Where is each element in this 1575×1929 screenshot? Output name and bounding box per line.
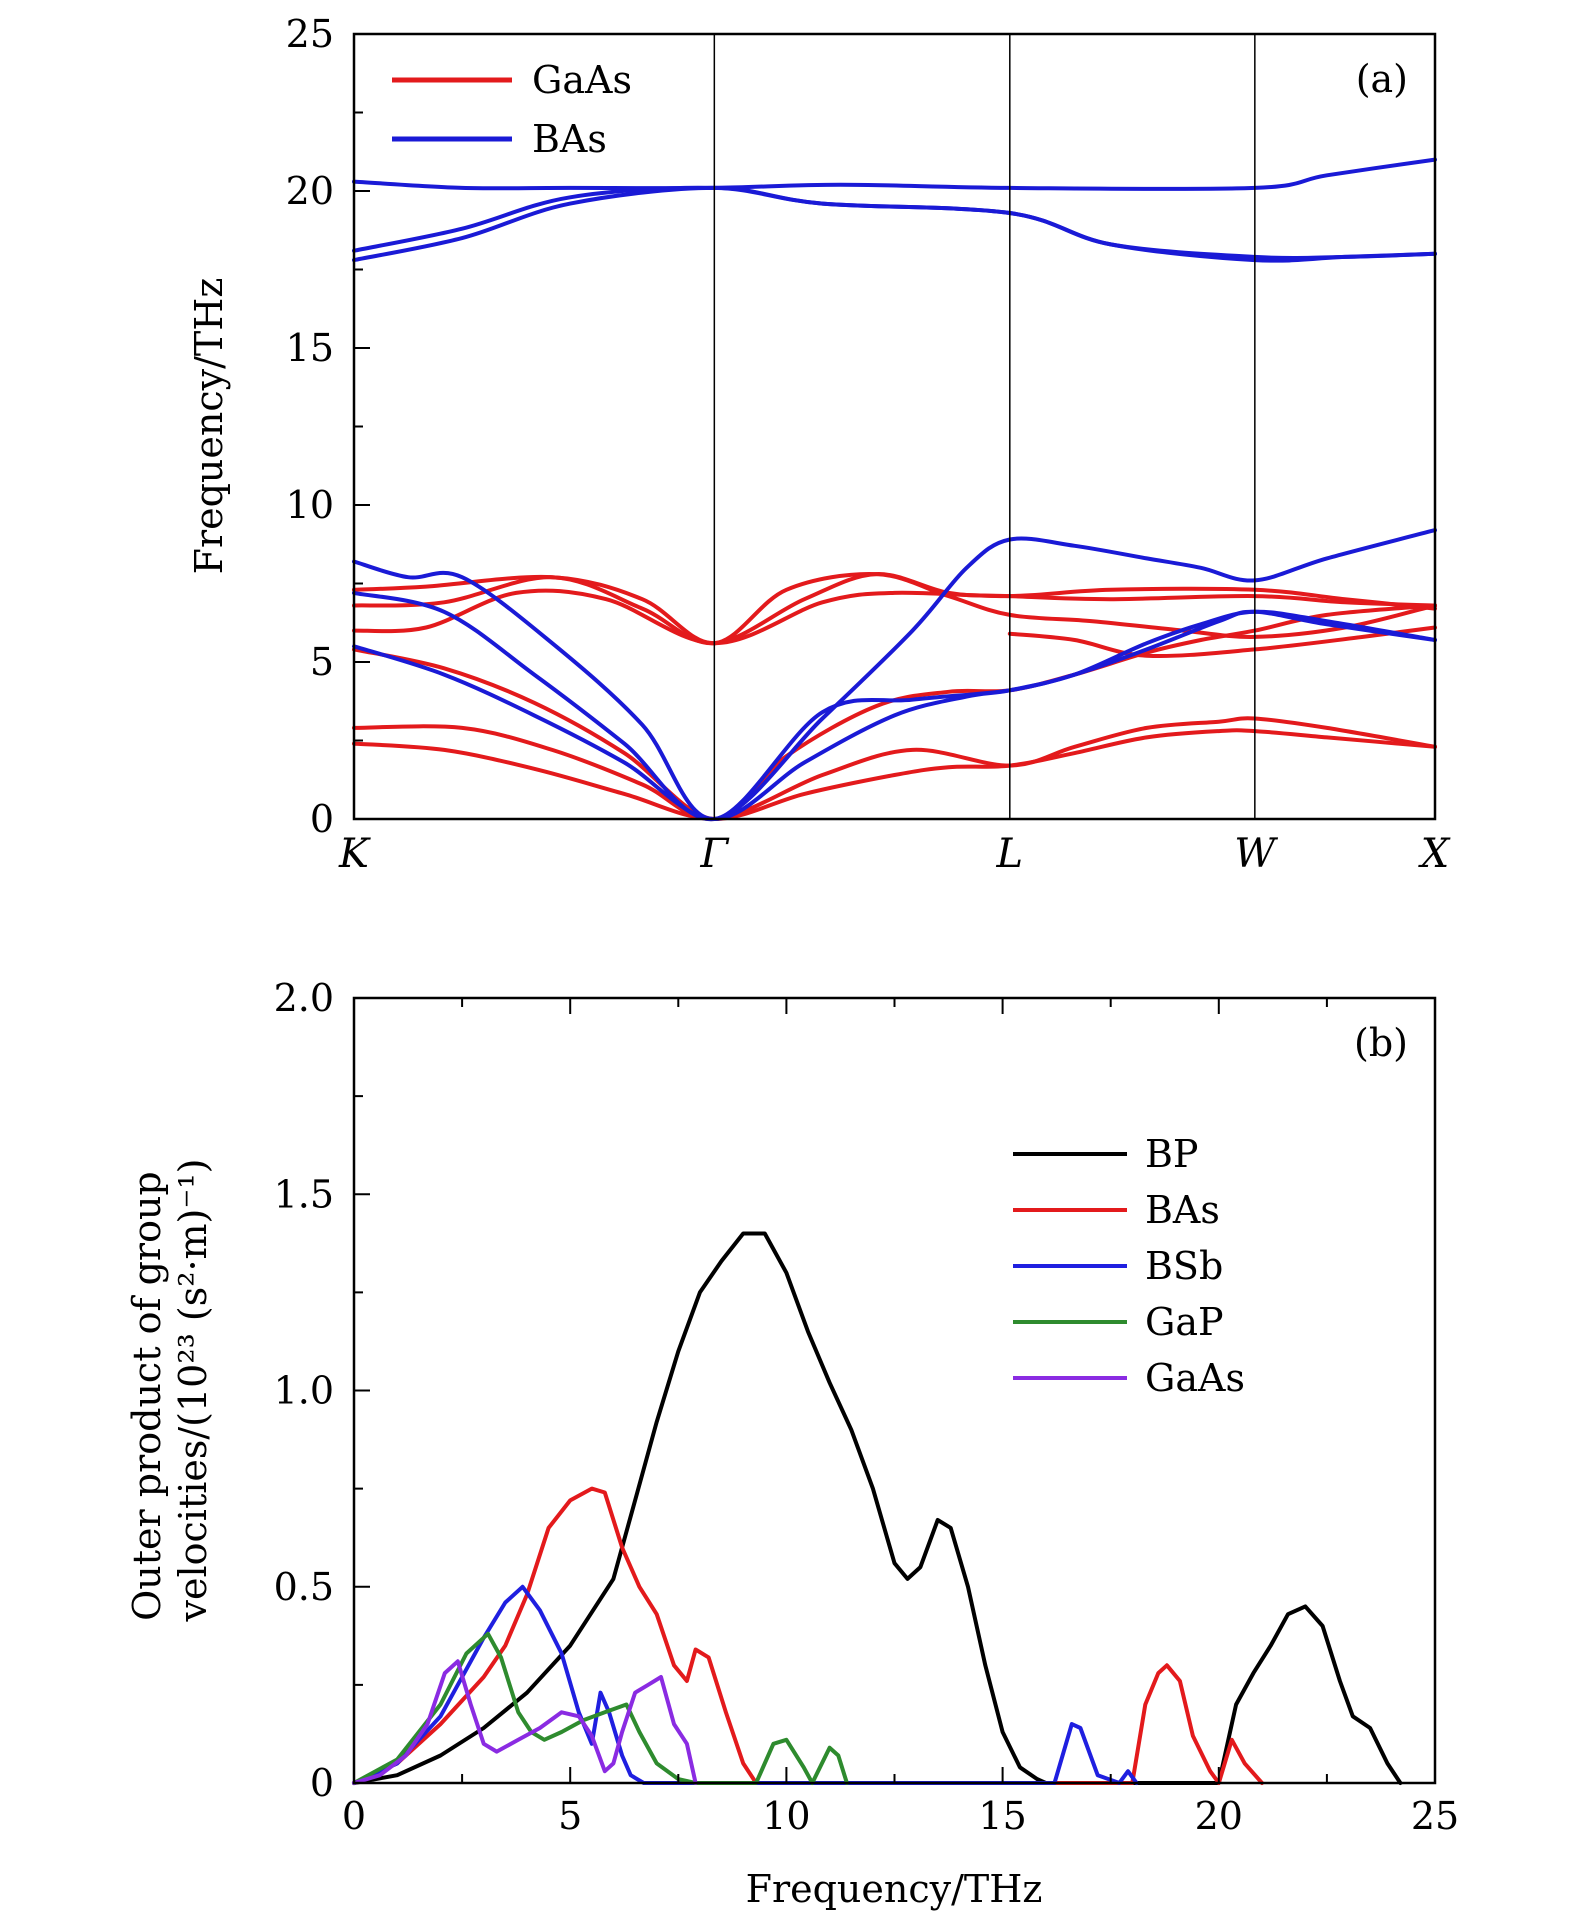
- panel-a-y-axis-title: Frequency/THz: [187, 278, 231, 575]
- band-bas-4: [352, 185, 1437, 260]
- series-bp: [352, 1231, 1403, 1785]
- panel-b-y-axis-title-line: Outer product of group: [125, 1171, 169, 1621]
- high-symmetry-label: Γ: [699, 831, 729, 877]
- band-bas-3: [352, 185, 1437, 263]
- band-gaas-1: [352, 716, 1437, 822]
- panel-b-y-axis-title-line-2: velocities/(10²³ (s²·m)⁻¹): [171, 1159, 215, 1623]
- legend-label-bp: BP: [1145, 1132, 1199, 1176]
- y-tick-label: 5: [310, 640, 334, 684]
- band-gaas-4: [352, 572, 1437, 646]
- y-tick-label: 15: [286, 326, 334, 370]
- high-symmetry-label: W: [1234, 831, 1278, 877]
- x-tick-label: 25: [1411, 1794, 1459, 1838]
- high-symmetry-label: X: [1418, 831, 1451, 877]
- band-bas-2: [352, 559, 1437, 822]
- panel-b-x-ticks: 0 5 10 15 20 25: [342, 998, 1459, 1838]
- band-gaas-2: [352, 603, 1437, 822]
- panel-a-label: (a): [1356, 57, 1408, 101]
- high-symmetry-lines: [713, 34, 1256, 819]
- panel-a: 0 5 10 15 20 25 K Γ L W X Frequency/THz (a) GaAs …: [187, 12, 1451, 877]
- legend-label-bas: BAs: [1145, 1188, 1220, 1232]
- y-tick-label: 1.5: [274, 1172, 334, 1216]
- panel-b-legend: BP BAs BSb GaP GaAs: [1013, 1132, 1245, 1400]
- y-tick-label: 20: [286, 169, 334, 213]
- y-tick-label: 0: [310, 797, 334, 841]
- band-bas-5: [352, 157, 1437, 191]
- y-tick-label: 0.5: [274, 1565, 334, 1609]
- panel-b-label: (b): [1354, 1021, 1408, 1065]
- y-tick-label: 2.0: [274, 976, 334, 1020]
- x-tick-label: 0: [342, 1794, 366, 1838]
- high-symmetry-label: K: [338, 831, 371, 877]
- panel-b: 0 0.5 1.0 1.5 2.0 0 5 10 15 20 25 Frequency/THz O…: [125, 976, 1459, 1911]
- x-tick-label: 15: [978, 1794, 1026, 1838]
- panel-b-x-axis-title: Frequency/THz: [746, 1867, 1043, 1911]
- band-gaas-6: [1007, 625, 1437, 658]
- x-tick-label: 5: [558, 1794, 582, 1838]
- panel-b-y-ticks: 0 0.5 1.0 1.5 2.0: [274, 976, 370, 1805]
- legend-label-gaas: GaAs: [1145, 1356, 1245, 1400]
- y-tick-label: 10: [286, 483, 334, 527]
- legend-label-bas: BAs: [532, 117, 607, 161]
- panel-b-frame: [352, 996, 1437, 1785]
- panel-b-series: [352, 1231, 1403, 1785]
- y-tick-label: 25: [286, 12, 334, 56]
- band-bas-1: [352, 528, 1437, 822]
- x-tick-label: 10: [762, 1794, 810, 1838]
- y-tick-label: 0: [310, 1761, 334, 1805]
- band-gaas-5: [352, 571, 1437, 646]
- panel-b-y-axis-title: Outer product of group velocities/(10²³ …: [125, 1159, 215, 1623]
- legend-label-gap: GaP: [1145, 1300, 1224, 1344]
- x-tick-label: 20: [1195, 1794, 1243, 1838]
- band-bas-0: [352, 609, 1437, 821]
- panel-a-legend: GaAs BAs: [392, 58, 632, 161]
- series-bsb: [352, 1584, 1139, 1785]
- legend-label-gaas: GaAs: [532, 58, 632, 102]
- y-tick-label: 1.0: [274, 1369, 334, 1413]
- legend-label-bsb: BSb: [1145, 1244, 1223, 1288]
- panel-a-series: [352, 157, 1437, 822]
- high-symmetry-label: L: [996, 831, 1024, 877]
- panel-a-y-ticks: 0 5 10 15 20 25: [286, 12, 370, 841]
- band-gaas-0: [352, 728, 1437, 821]
- series-gaas: [352, 1659, 698, 1785]
- series-gap: [352, 1631, 849, 1785]
